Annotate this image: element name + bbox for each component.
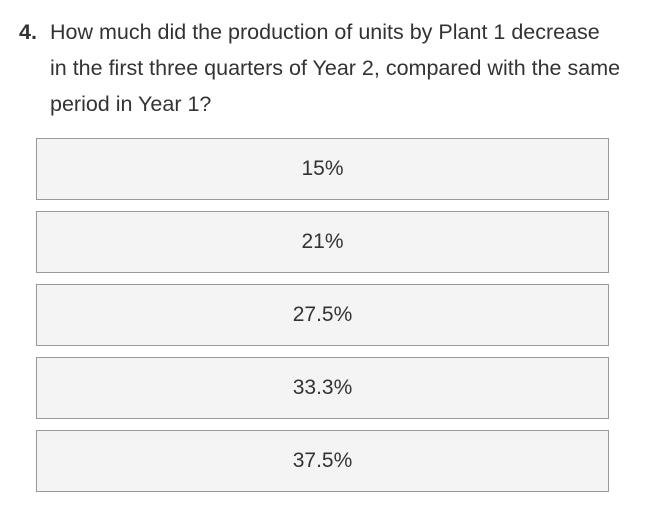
answer-option-4[interactable]: 33.3%: [36, 357, 609, 419]
question-number: 4.: [19, 20, 37, 44]
question: 4. How much did the production of units …: [19, 14, 631, 122]
answer-option-5[interactable]: 37.5%: [36, 430, 609, 492]
answer-option-2[interactable]: 21%: [36, 211, 609, 273]
answer-option-1[interactable]: 15%: [36, 138, 609, 200]
question-text: How much did the production of units by …: [50, 20, 621, 116]
answer-option-3[interactable]: 27.5%: [36, 284, 609, 346]
answer-options: 15% 21% 27.5% 33.3% 37.5%: [36, 138, 609, 503]
